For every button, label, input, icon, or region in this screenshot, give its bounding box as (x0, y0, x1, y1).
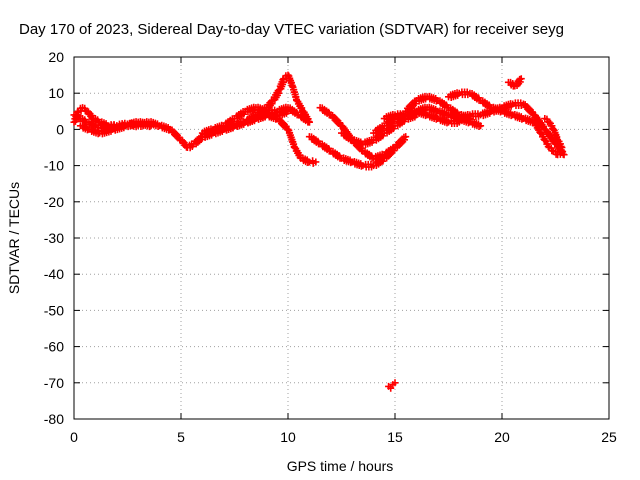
data-point (411, 100, 419, 108)
x-axis-label: GPS time / hours (287, 458, 394, 474)
data-point (387, 384, 395, 392)
y-tick-label: 20 (48, 49, 64, 65)
x-tick-label: 20 (494, 429, 510, 445)
data-point (554, 136, 562, 144)
y-tick-label: -20 (44, 194, 64, 210)
data-point (305, 158, 313, 166)
data-point (516, 78, 524, 86)
x-tick-label: 25 (601, 429, 617, 445)
y-tick-label: -50 (44, 302, 64, 318)
data-point (558, 144, 566, 151)
x-tick-label: 5 (177, 429, 185, 445)
ticks: 0 5 10 15 20 25 -80 -70 -60 -50 -40 -30 -20 -10 0 10 20 (44, 49, 617, 445)
data-point (312, 158, 320, 166)
y-axis-label: SDTVAR / TECUs (6, 182, 22, 294)
data-point (391, 144, 399, 151)
data-point (537, 129, 545, 137)
x-tick-label: 15 (387, 429, 403, 445)
data-point (477, 122, 485, 130)
x-tick-label: 0 (70, 429, 78, 445)
data-point (402, 133, 410, 141)
y-tick-label: -10 (44, 158, 64, 174)
y-tick-label: 10 (48, 85, 64, 101)
chart-title: Day 170 of 2023, Sidereal Day-to-day VTE… (19, 21, 564, 38)
data-points (70, 71, 568, 392)
x-tick-label: 10 (280, 429, 296, 445)
data-point (517, 75, 525, 83)
y-tick-label: -80 (44, 411, 64, 427)
data-point (305, 118, 313, 126)
data-point (147, 122, 155, 130)
y-tick-label: -70 (44, 375, 64, 391)
data-point (541, 136, 549, 144)
y-tick-label: 0 (56, 121, 64, 137)
data-point (268, 100, 276, 108)
data-point (391, 379, 399, 387)
y-tick-label: -30 (44, 230, 64, 246)
data-point (545, 118, 553, 126)
data-point (557, 142, 565, 150)
y-tick-label: -60 (44, 339, 64, 355)
y-tick-label: -40 (44, 266, 64, 282)
data-point (401, 136, 409, 144)
